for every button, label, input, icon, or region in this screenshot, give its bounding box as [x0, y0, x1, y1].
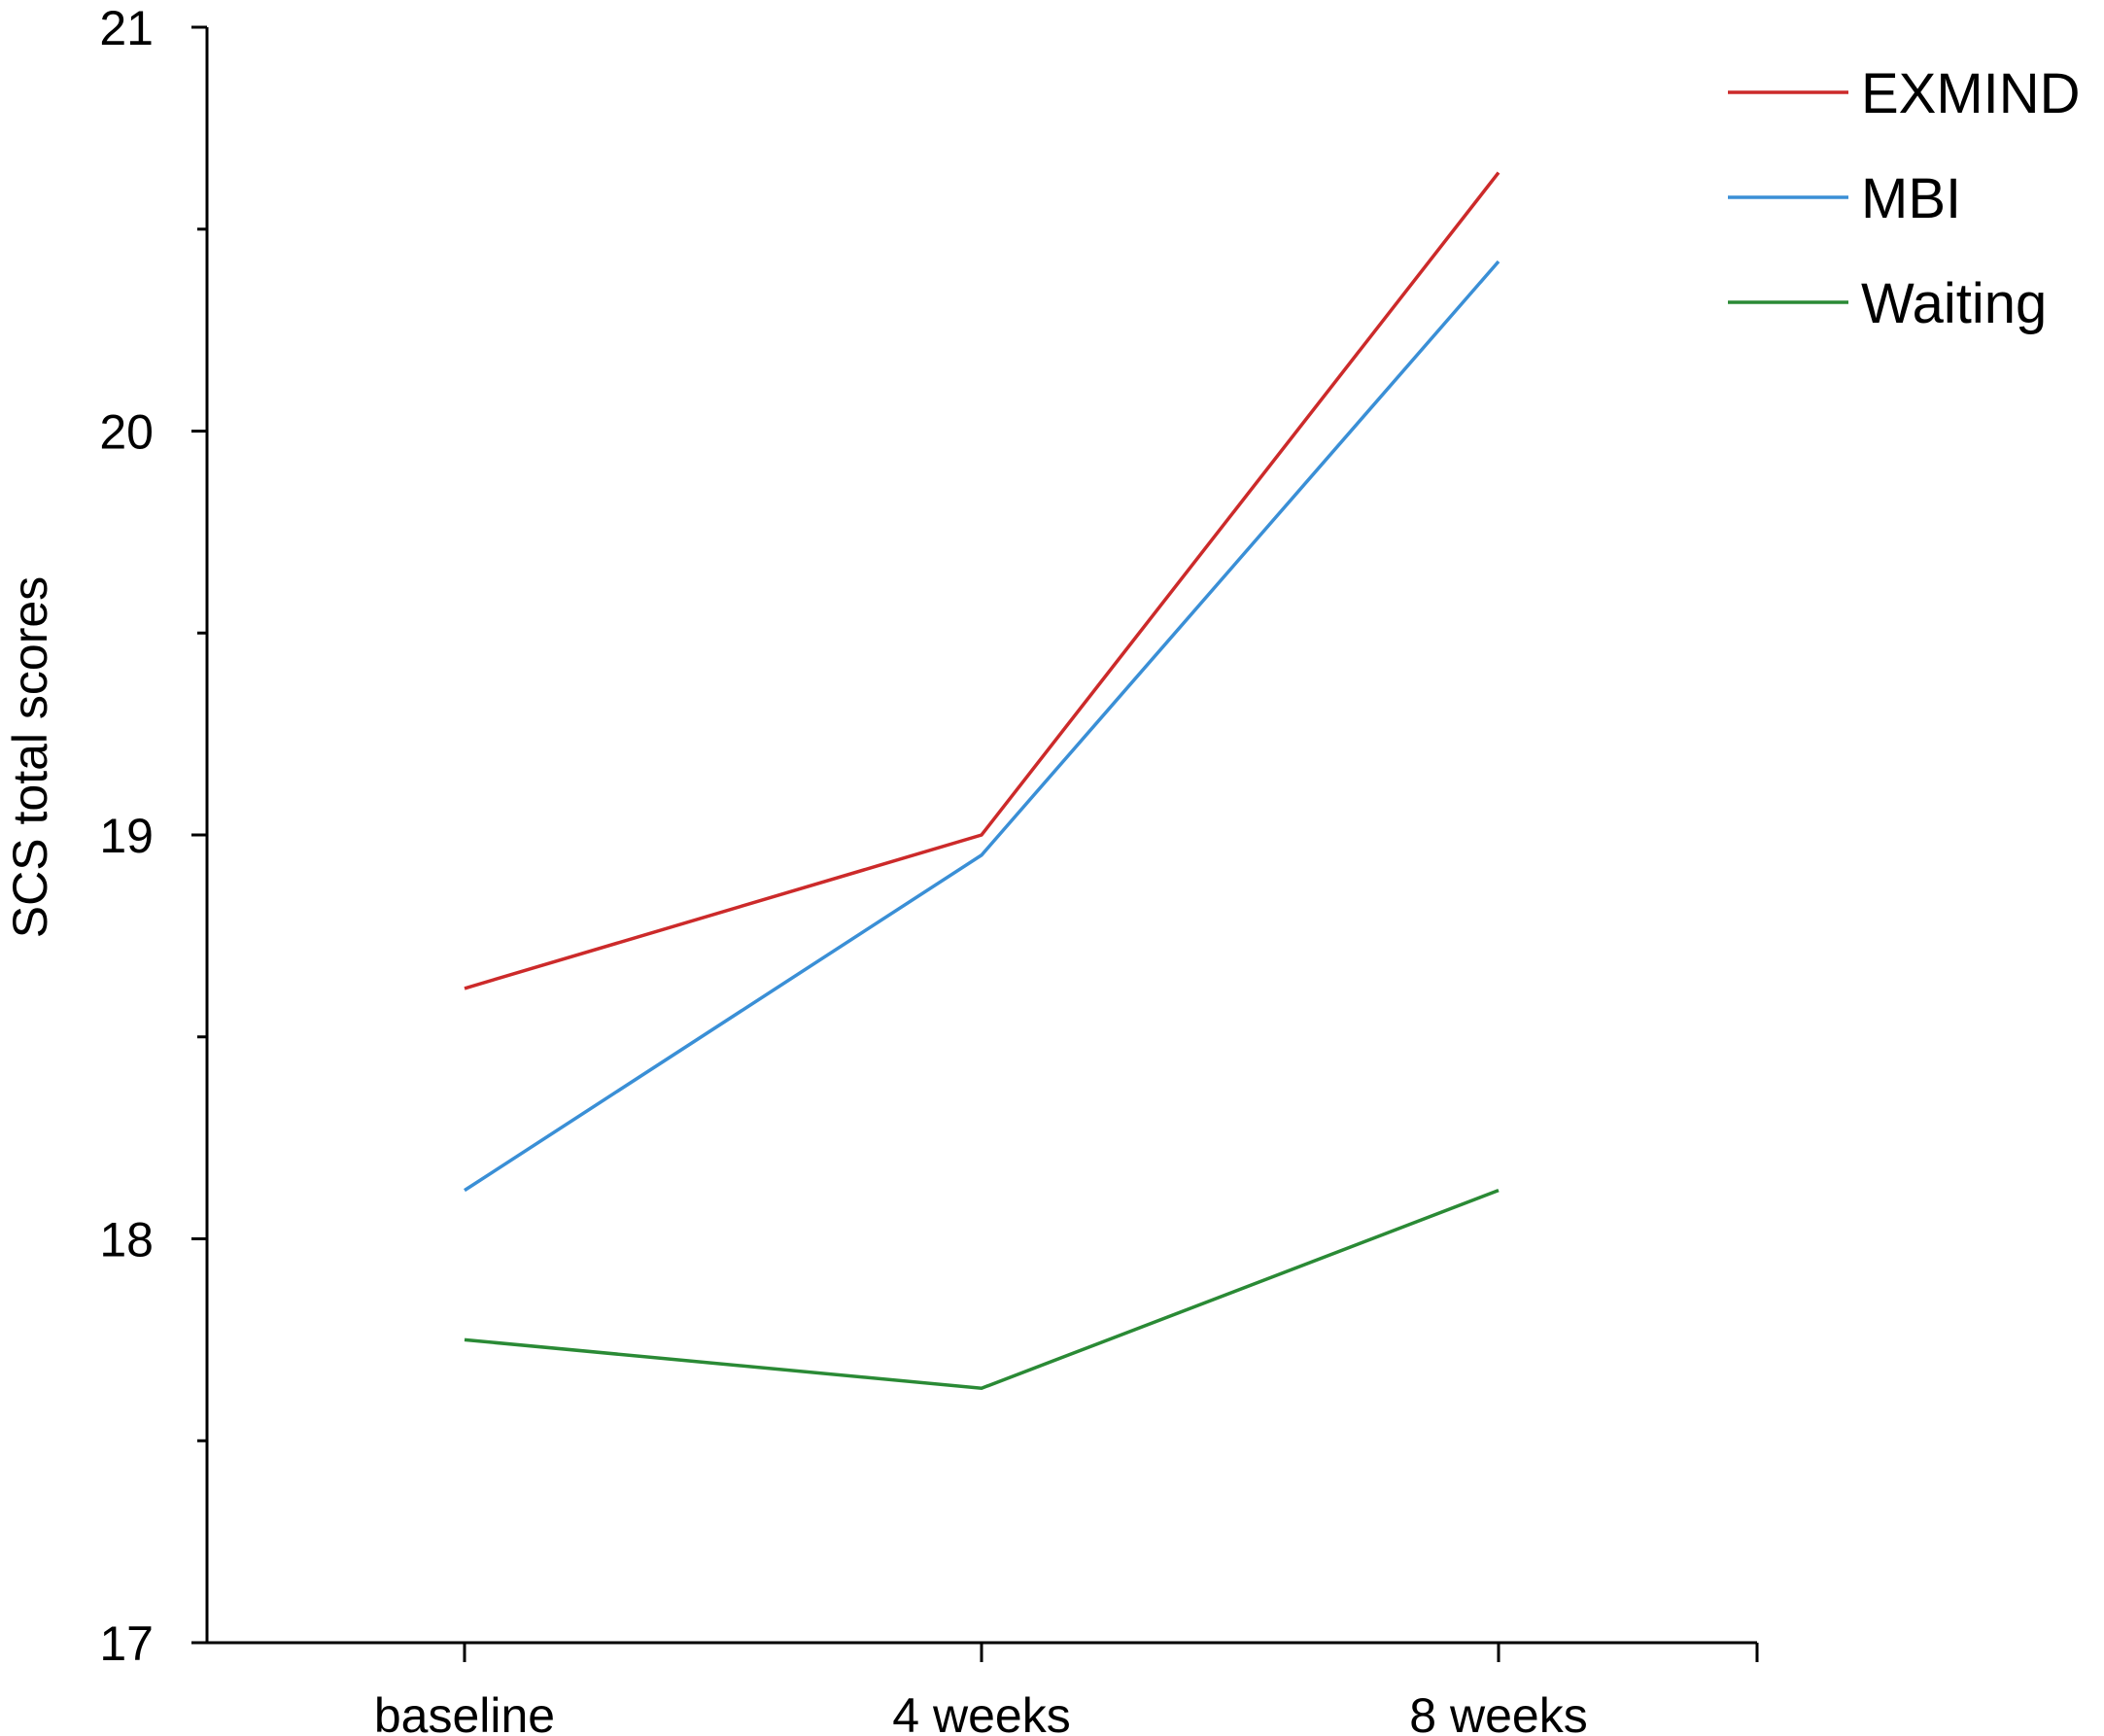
- x-axis: baseline 4 weeks 8 weeks: [207, 1641, 1759, 1736]
- y-axis: 17 18 19 20 21: [99, 1, 209, 1671]
- legend: EXMIND MBI Waiting: [1728, 62, 2081, 335]
- series-group: [464, 171, 1500, 1391]
- series-line-exmind: [464, 171, 1500, 990]
- y-tick-label: 19: [99, 809, 154, 863]
- y-axis-title: SCS total scores: [3, 576, 57, 938]
- y-tick-label: 21: [99, 1, 154, 55]
- x-tick-label: 4 weeks: [892, 1688, 1070, 1736]
- series-line-mbi: [464, 260, 1500, 1193]
- y-tick-label: 18: [99, 1213, 154, 1267]
- series-line-waiting: [464, 1189, 1500, 1391]
- legend-label-waiting: Waiting: [1861, 272, 2047, 335]
- y-tick-label: 17: [99, 1616, 154, 1671]
- y-tick-label: 20: [99, 405, 154, 460]
- x-ticks: baseline 4 weeks 8 weeks: [374, 1643, 1759, 1736]
- x-tick-label: 8 weeks: [1409, 1688, 1587, 1736]
- legend-label-mbi: MBI: [1861, 167, 1961, 230]
- legend-label-exmind: EXMIND: [1861, 62, 2081, 125]
- x-tick-label: baseline: [374, 1688, 555, 1736]
- y-ticks: 17 18 19 20 21: [99, 1, 207, 1671]
